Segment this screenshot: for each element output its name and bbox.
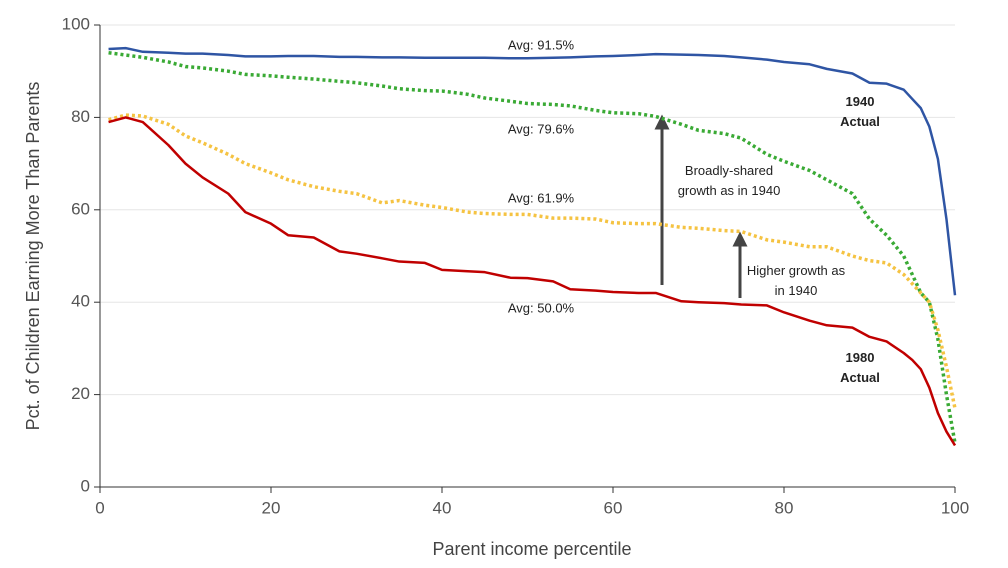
x-tick-label: 40: [433, 498, 452, 517]
x-tick-label: 20: [262, 498, 281, 517]
y-tick-label: 40: [71, 292, 90, 311]
annotation: Avg: 61.9%: [508, 190, 575, 205]
line-series: [108, 50, 957, 444]
y-tick-label: 60: [71, 199, 90, 218]
x-tick-label: 60: [604, 498, 623, 517]
line-series: [108, 116, 957, 447]
line-series: [108, 113, 957, 409]
y-tick-label: 0: [81, 476, 90, 495]
line-series: [108, 46, 957, 296]
series-label: 1980 Actual: [840, 350, 880, 385]
annotation: Avg: 50.0%: [508, 300, 575, 315]
annotation: Avg: 79.6%: [508, 121, 575, 136]
series-label: Higher growth as in 1940: [746, 263, 846, 298]
x-tick-label: 80: [775, 498, 794, 517]
y-axis-label: Pct. of Children Earning More Than Paren…: [23, 82, 43, 431]
x-tick-label: 0: [95, 498, 104, 517]
series-label: Broadly-shared growth as in 1940: [677, 163, 781, 198]
y-tick-label: 80: [71, 107, 90, 126]
annotation: Avg: 91.5%: [508, 37, 575, 52]
x-axis-label: Parent income percentile: [432, 539, 631, 559]
x-tick-label: 100: [941, 498, 969, 517]
y-tick-label: 100: [62, 14, 90, 33]
series-label: 1940 Actual: [840, 94, 880, 129]
y-tick-label: 20: [71, 384, 90, 403]
